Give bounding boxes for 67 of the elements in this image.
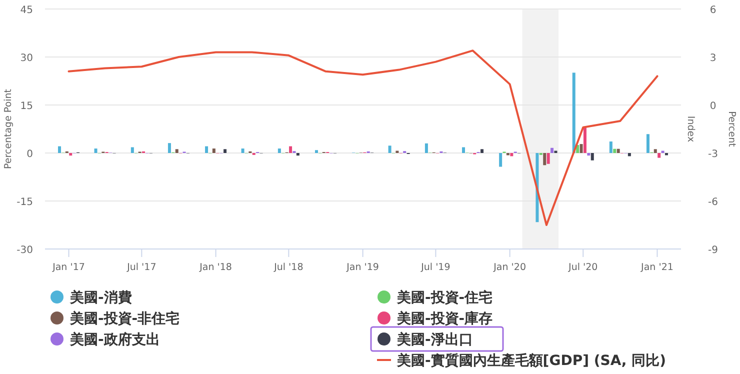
- bar: [613, 148, 616, 153]
- legend-label: 美國-投資-住宅: [396, 289, 493, 306]
- bar: [546, 153, 550, 164]
- bar: [424, 143, 428, 153]
- bar: [94, 148, 98, 153]
- bar: [572, 72, 576, 153]
- bar: [658, 153, 661, 158]
- bar: [628, 153, 631, 156]
- bar: [241, 148, 244, 153]
- y2-tick-label: 3: [710, 53, 716, 64]
- legend-label: 美國-消費: [69, 289, 132, 306]
- bar: [654, 149, 657, 153]
- bar: [590, 153, 594, 160]
- bar: [480, 149, 484, 153]
- x-tick-label: Jan '19: [346, 262, 379, 273]
- bar: [58, 146, 62, 153]
- bar: [583, 126, 586, 153]
- x-tick-label: Jul '18: [273, 262, 304, 273]
- bar: [462, 147, 466, 153]
- y-tick-label: -15: [16, 197, 33, 208]
- legend-label: 美國-淨出口: [396, 331, 473, 348]
- bar: [609, 141, 612, 153]
- y2-tick-label: -9: [708, 245, 718, 256]
- y-tick-label: 30: [20, 53, 33, 64]
- y-axis-title: Percentage Point: [3, 88, 14, 170]
- y3-axis-title: Index: [685, 116, 696, 142]
- bar: [499, 153, 502, 167]
- bar: [616, 148, 620, 153]
- legend-label: 美國-投資-非住宅: [69, 310, 180, 327]
- x-tick-label: Jan '21: [640, 262, 674, 273]
- y-tick-label: 15: [20, 101, 33, 112]
- bar: [278, 148, 281, 153]
- y2-axis-title: Percent: [726, 111, 737, 148]
- x-tick-label: Jan '18: [198, 262, 232, 273]
- x-tick-label: Jul '20: [568, 262, 598, 273]
- x-tick-label: Jan '17: [52, 262, 85, 273]
- bar: [296, 153, 300, 156]
- legend-label: 美國-政府支出: [69, 331, 160, 348]
- x-tick-label: Jul '17: [126, 262, 156, 273]
- bar: [205, 146, 208, 153]
- line-series: [68, 50, 658, 226]
- legend-label: 美國-投資-庫存: [396, 310, 493, 327]
- x-tick-label: Jan '20: [492, 262, 526, 273]
- bar: [587, 153, 590, 156]
- y2-tick-label: 6: [710, 5, 716, 16]
- y2-tick-label: -3: [708, 149, 718, 160]
- bar: [69, 153, 72, 156]
- bar: [289, 146, 292, 153]
- y2-tick-label: 0: [710, 101, 716, 112]
- bar: [130, 147, 134, 153]
- bar: [314, 150, 318, 153]
- bar: [550, 148, 554, 153]
- bar: [543, 153, 546, 166]
- bar: [175, 149, 178, 153]
- bar: [510, 153, 514, 156]
- bar: [388, 146, 392, 153]
- y2-tick-label: -6: [708, 197, 718, 208]
- bar: [646, 134, 650, 153]
- legend-label: 美國-實質國內生產毛額[GDP] (SA, 同比): [396, 352, 666, 369]
- bar: [212, 148, 216, 153]
- y-tick-label: 45: [20, 5, 33, 16]
- bar: [580, 144, 583, 153]
- bar: [168, 143, 171, 153]
- bar: [224, 149, 227, 153]
- y-tick-label: 0: [26, 149, 33, 160]
- y-tick-label: -30: [16, 245, 33, 256]
- x-tick-label: Jul '19: [420, 262, 450, 273]
